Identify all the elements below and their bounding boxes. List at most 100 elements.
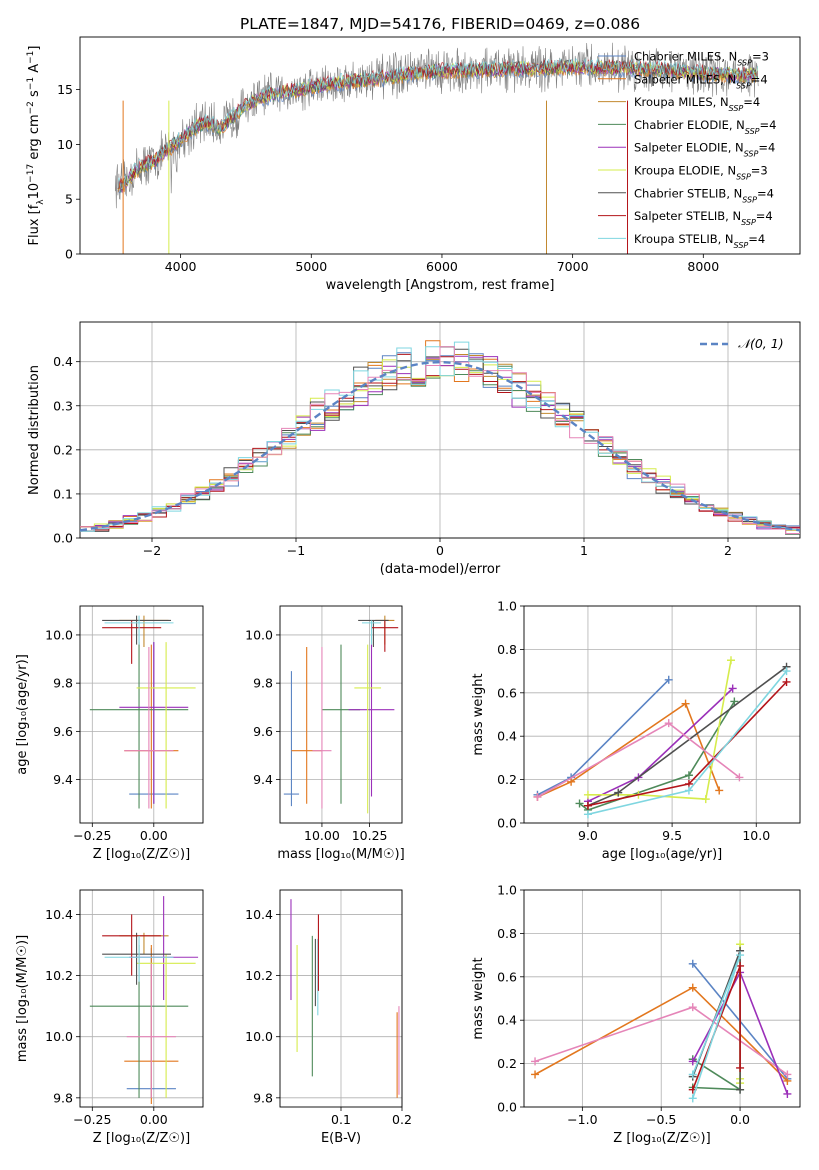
y-tick-label: 5 — [65, 192, 73, 207]
legend-label: Salpeter ELODIE, NSSP=4 — [634, 141, 775, 159]
y-tick-label: 9.8 — [53, 676, 73, 691]
x-axis-label: Z [log₁₀(Z/Z☉)] — [93, 847, 190, 862]
x-tick-label: 6000 — [426, 259, 458, 274]
x-tick-label: 2 — [724, 543, 732, 558]
y-tick-label: 0.3 — [53, 398, 73, 413]
weight-point-marker — [701, 795, 710, 804]
residuals-panel: −2 −1 0 1 2 0.0 0.1 0.2 0.3 0.4 (data-model)/error… — [27, 321, 801, 577]
y-tick-label: 9.8 — [253, 1090, 273, 1105]
y-tick-label: 10.0 — [245, 1029, 273, 1044]
y-tick-label: 9.8 — [253, 676, 273, 691]
weight-point-marker — [688, 983, 697, 992]
y-tick-label: 10.0 — [245, 627, 273, 642]
weight-point-marker — [583, 790, 592, 799]
errorbar-point — [124, 646, 174, 809]
legend-label: Kroupa STELIB, NSSP=4 — [634, 232, 765, 250]
weight-point-marker — [782, 677, 791, 686]
legend-label: Salpeter MILES, NSSP=4 — [634, 72, 768, 90]
weight-series-line — [588, 660, 732, 800]
legend-label-text: Chabrier ELODIE, N — [634, 118, 745, 132]
x-tick-label: 9.5 — [662, 828, 682, 843]
legend-label: Chabrier ELODIE, NSSP=4 — [634, 118, 776, 136]
weight-point-marker — [664, 719, 673, 728]
y-tick-label: 0.8 — [497, 926, 517, 941]
y-axis-label: mass weight — [471, 673, 486, 755]
axes-frame — [279, 605, 403, 824]
y-axis-label: Flux [fλ10−17 erg cm−2 s−1 A−1] — [26, 46, 46, 246]
axes-frame — [79, 605, 204, 824]
weight-point-marker — [681, 699, 690, 708]
y-axis-label-part: λ — [36, 199, 46, 205]
y-axis-label-part: −2 — [26, 101, 36, 114]
y-tick-label: 0.6 — [497, 685, 517, 700]
weight-point-marker — [583, 810, 592, 819]
legend-label-tail: =3 — [751, 164, 768, 178]
x-axis-label: mass [log₁₀(M/M☉)] — [277, 847, 404, 862]
x-tick-label: 8000 — [687, 259, 719, 274]
errorbar-point — [102, 914, 162, 976]
age-vs-mass-panel: 10.00 10.25 9.4 9.6 9.8 10.0 mass [log₁₀(M/M☉)… — [245, 605, 405, 862]
weight-point-marker — [688, 1070, 697, 1079]
x-tick-label: 0.1 — [331, 1112, 351, 1127]
legend-label-text: Salpeter ELODIE, N — [634, 141, 744, 155]
y-axis-label-part: −1 — [26, 77, 36, 90]
weight-point-marker — [614, 788, 623, 797]
x-tick-label: 10.25 — [352, 828, 388, 843]
errorbar-point — [358, 619, 389, 647]
y-axis-label: age [log₁₀(age/yr)] — [15, 654, 30, 775]
x-tick-label: −0.25 — [73, 1112, 111, 1127]
weight-series-line — [537, 702, 720, 798]
weight-point-marker — [684, 786, 693, 795]
legend-label: Kroupa MILES, NSSP=4 — [634, 95, 760, 113]
errorbar-point — [102, 620, 162, 664]
x-tick-label: −1.0 — [567, 1112, 597, 1127]
weight-series — [688, 951, 745, 1103]
axes-frame — [79, 889, 204, 1108]
weight-point-marker — [688, 959, 697, 968]
weight-point-marker — [736, 961, 745, 970]
weight-vs-age-panel: 9.0 9.5 10.0 0.0 0.2 0.4 0.6 0.8 1.0 age [log₁₀(a… — [471, 599, 801, 862]
x-axis-label: Z [log₁₀(Z/Z☉)] — [93, 1131, 190, 1146]
weight-point-marker — [728, 684, 737, 693]
errorbar-point — [354, 644, 382, 814]
x-axis-label: wavelength [Angstrom, rest frame] — [326, 278, 555, 293]
errorbar-point — [119, 642, 189, 804]
spectrum-panel: 4000 5000 6000 7000 8000 0 5 10 15 wavelength [An… — [26, 36, 801, 293]
legend-label-subscript: SSP — [736, 172, 751, 181]
y-tick-label: 9.4 — [53, 772, 73, 787]
y-tick-label: 0.1 — [53, 486, 73, 501]
y-tick-label: 0.6 — [497, 969, 517, 984]
y-axis-label: mass [log₁₀(M/M☉)] — [15, 935, 30, 1062]
errorbar-point — [283, 671, 300, 807]
errorbar-point — [104, 615, 174, 645]
y-tick-label: 10.0 — [45, 1029, 73, 1044]
weight-series — [583, 667, 791, 819]
legend-label-text: Kroupa ELODIE, N — [634, 164, 736, 178]
legend-label-tail: =4 — [757, 186, 774, 200]
model-spectrum-line — [117, 62, 759, 193]
legend-label-text: Salpeter MILES, N — [634, 72, 736, 86]
y-tick-label: 0.4 — [497, 1013, 517, 1028]
y-axis-label-part: ] — [27, 46, 42, 51]
weight-series — [583, 684, 737, 806]
y-tick-label: 10.2 — [245, 968, 273, 983]
y-tick-label: 0.2 — [497, 1056, 517, 1071]
weight-point-marker — [533, 792, 542, 801]
axes-frame — [79, 36, 801, 255]
x-tick-label: 10.0 — [742, 828, 770, 843]
y-axis-label: mass weight — [471, 957, 486, 1039]
legend-label-tail: =4 — [758, 141, 775, 155]
weight-point-marker — [783, 1089, 792, 1098]
legend-label-tail: =4 — [743, 95, 760, 109]
y-tick-label: 0.2 — [53, 442, 73, 457]
weight-point-marker — [684, 771, 693, 780]
y-tick-label: 10.0 — [45, 627, 73, 642]
weight-point-marker — [583, 801, 592, 810]
x-tick-label: 0 — [436, 543, 444, 558]
model-spectrum-line — [117, 62, 759, 194]
figure-title: PLATE=1847, MJD=54176, FIBERID=0469, z=0… — [240, 15, 640, 33]
legend-label-tail: =4 — [756, 209, 773, 223]
weight-point-marker — [727, 656, 735, 665]
legend-label-tail: =4 — [751, 72, 768, 86]
legend-label-text: Chabrier STELIB, N — [634, 186, 742, 200]
